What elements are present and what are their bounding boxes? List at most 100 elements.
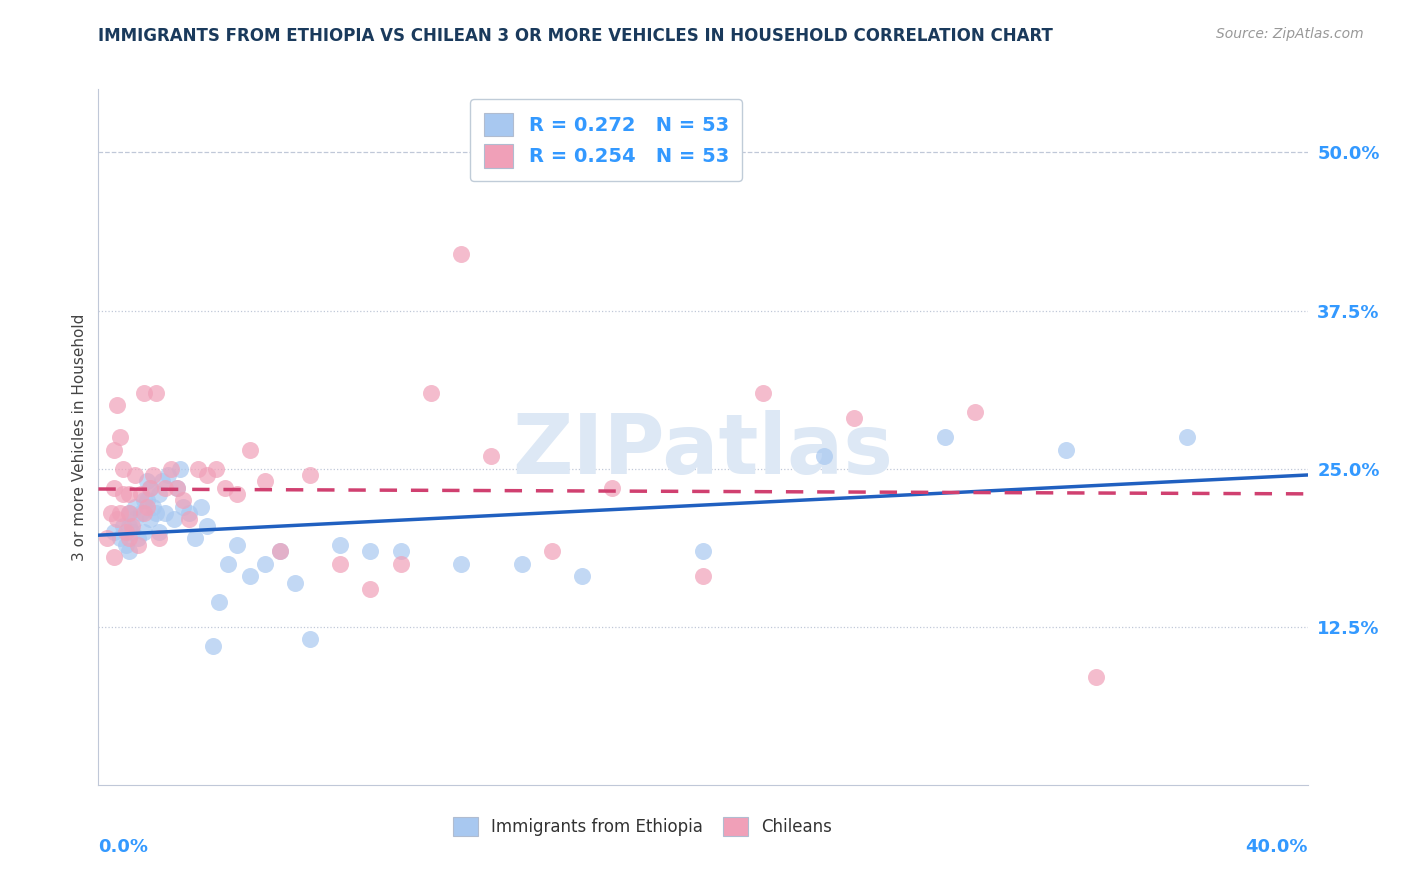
Point xyxy=(202,639,225,653)
Point xyxy=(217,557,239,571)
Point xyxy=(195,468,218,483)
Point xyxy=(269,544,291,558)
Point xyxy=(253,557,276,571)
Point xyxy=(135,475,157,489)
Point xyxy=(450,557,472,571)
Point xyxy=(1085,670,1108,684)
Point xyxy=(135,493,157,508)
Point xyxy=(114,538,136,552)
Text: 40.0%: 40.0% xyxy=(1246,838,1308,856)
Point xyxy=(114,524,136,539)
Point xyxy=(510,557,533,571)
Point xyxy=(172,493,194,508)
Point xyxy=(118,544,141,558)
Point xyxy=(124,500,146,514)
Legend: Immigrants from Ethiopia, Chileans: Immigrants from Ethiopia, Chileans xyxy=(443,807,842,847)
Point xyxy=(284,575,307,590)
Point xyxy=(195,518,218,533)
Point xyxy=(132,524,155,539)
Point xyxy=(145,385,167,400)
Point xyxy=(156,468,179,483)
Point xyxy=(100,506,122,520)
Point xyxy=(148,487,170,501)
Point xyxy=(121,518,143,533)
Point xyxy=(1054,442,1077,457)
Text: IMMIGRANTS FROM ETHIOPIA VS CHILEAN 3 OR MORE VEHICLES IN HOUSEHOLD CORRELATION : IMMIGRANTS FROM ETHIOPIA VS CHILEAN 3 OR… xyxy=(98,27,1053,45)
Point xyxy=(226,487,249,501)
Point xyxy=(103,550,125,565)
Point xyxy=(118,518,141,533)
Point xyxy=(127,531,149,545)
Point xyxy=(96,531,118,545)
Point xyxy=(226,538,249,552)
Point xyxy=(166,481,188,495)
Point xyxy=(118,506,141,520)
Point xyxy=(135,500,157,514)
Point xyxy=(150,475,173,489)
Text: Source: ZipAtlas.com: Source: ZipAtlas.com xyxy=(1216,27,1364,41)
Point xyxy=(105,399,128,413)
Point xyxy=(450,246,472,260)
Point xyxy=(253,475,276,489)
Point xyxy=(172,500,194,514)
Point xyxy=(571,569,593,583)
Point xyxy=(139,481,162,495)
Point xyxy=(148,524,170,539)
Point xyxy=(160,461,183,475)
Point xyxy=(127,538,149,552)
Point xyxy=(299,468,322,483)
Point xyxy=(934,430,956,444)
Point xyxy=(108,531,131,545)
Point xyxy=(184,531,207,545)
Point xyxy=(153,481,176,495)
Point xyxy=(105,512,128,526)
Point xyxy=(965,405,987,419)
Point xyxy=(239,569,262,583)
Point xyxy=(132,385,155,400)
Point xyxy=(142,500,165,514)
Point xyxy=(111,518,134,533)
Point xyxy=(813,449,835,463)
Point xyxy=(139,481,162,495)
Point xyxy=(111,461,134,475)
Point xyxy=(163,512,186,526)
Point xyxy=(118,506,141,520)
Point xyxy=(329,557,352,571)
Point xyxy=(329,538,352,552)
Point xyxy=(118,531,141,545)
Point xyxy=(142,468,165,483)
Point xyxy=(269,544,291,558)
Point xyxy=(481,449,503,463)
Point xyxy=(118,487,141,501)
Point xyxy=(420,385,443,400)
Point xyxy=(124,512,146,526)
Point xyxy=(121,524,143,539)
Point xyxy=(214,481,236,495)
Point xyxy=(360,544,382,558)
Point xyxy=(139,512,162,526)
Point xyxy=(187,461,209,475)
Point xyxy=(148,531,170,545)
Point xyxy=(752,385,775,400)
Point xyxy=(129,506,152,520)
Point xyxy=(540,544,562,558)
Point xyxy=(179,506,201,520)
Point xyxy=(208,594,231,608)
Point xyxy=(169,461,191,475)
Point xyxy=(145,506,167,520)
Point xyxy=(153,506,176,520)
Point xyxy=(132,493,155,508)
Point xyxy=(239,442,262,457)
Point xyxy=(602,481,624,495)
Y-axis label: 3 or more Vehicles in Household: 3 or more Vehicles in Household xyxy=(72,313,87,561)
Point xyxy=(692,544,714,558)
Point xyxy=(190,500,212,514)
Point xyxy=(166,481,188,495)
Point xyxy=(129,487,152,501)
Text: ZIPatlas: ZIPatlas xyxy=(513,410,893,491)
Text: 0.0%: 0.0% xyxy=(98,838,149,856)
Point xyxy=(103,442,125,457)
Point xyxy=(108,506,131,520)
Point xyxy=(844,411,866,425)
Point xyxy=(389,544,412,558)
